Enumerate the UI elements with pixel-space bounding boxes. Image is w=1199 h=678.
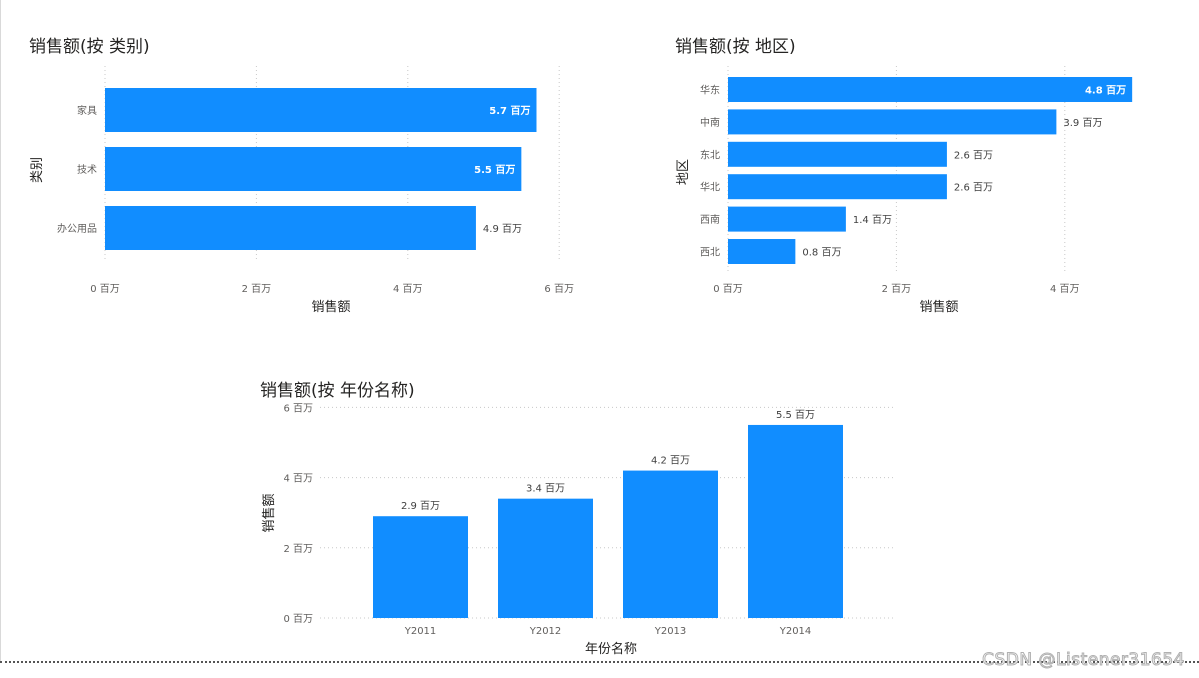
category-label: 办公用品 — [57, 222, 97, 235]
category-label: 西北 — [700, 247, 720, 259]
chart-title: 销售额(按 地区) — [675, 37, 796, 57]
y-axis-title: 地区 — [676, 159, 691, 185]
category-label: Y2011 — [404, 626, 437, 637]
x-axis-title: 销售额 — [919, 299, 958, 315]
data-label: 1.4 百万 — [853, 214, 892, 226]
bar — [728, 239, 796, 264]
category-label: 中南 — [700, 116, 720, 129]
bar — [105, 206, 476, 250]
bar — [498, 498, 593, 618]
x-tick-label: 2 百万 — [882, 283, 912, 295]
y-axis-title: 销售额 — [261, 493, 277, 532]
left-border — [0, 0, 1, 662]
bar — [728, 109, 1057, 135]
bar — [105, 147, 522, 191]
watermark: CSDN @Listener31654 — [982, 650, 1185, 671]
x-tick-label: 6 百万 — [544, 283, 574, 295]
x-tick-label: 4 百万 — [393, 283, 423, 295]
x-axis-title: 销售额 — [311, 299, 350, 315]
category-label: Y2012 — [529, 626, 562, 637]
category-label: 技术 — [77, 163, 97, 176]
y-tick-label: 0 百万 — [283, 613, 313, 625]
category-label: 华东 — [700, 84, 720, 97]
chart-title: 销售额(按 类别) — [29, 37, 150, 57]
x-tick-label: 2 百万 — [242, 283, 272, 295]
y-axis-title: 类别 — [30, 157, 45, 183]
data-label: 5.7 百万 — [489, 105, 530, 117]
data-label: 4.2 百万 — [651, 455, 690, 467]
data-label: 3.4 百万 — [526, 483, 565, 495]
category-label: Y2014 — [779, 626, 812, 637]
x-tick-label: 4 百万 — [1050, 283, 1080, 295]
bar — [623, 470, 718, 618]
chart-sales-by-year[interactable]: 销售额(按 年份名称) 2.9 百万 3.4 百万 4.2 百万 5.5 百万 0 百… — [240, 360, 920, 660]
page-divider — [0, 661, 1199, 663]
category-label: 西南 — [700, 213, 720, 226]
bar — [728, 77, 1133, 102]
data-label: 5.5 百万 — [474, 164, 515, 176]
data-label: 2.6 百万 — [954, 149, 993, 161]
chart-sales-by-region[interactable]: 销售额(按 地区) 4.8 百万 3.9 百万 2.6 百万 2.6 百万 1.4 百万… — [600, 0, 1160, 330]
y-tick-label: 4 百万 — [283, 473, 313, 485]
data-label: 5.5 百万 — [776, 409, 815, 421]
bar — [105, 88, 537, 132]
bar — [373, 516, 468, 618]
chart-sales-by-category[interactable]: 销售额(按 类别) 5.7 百万 5.5 百万 4.9 百万 0 百万 2 百万 4 百… — [0, 0, 600, 330]
x-axis-title: 年份名称 — [585, 641, 637, 657]
y-tick-label: 2 百万 — [283, 543, 313, 555]
data-label: 0.8 百万 — [802, 247, 841, 259]
y-tick-label: 6 百万 — [283, 402, 313, 414]
data-label: 2.6 百万 — [954, 182, 993, 194]
category-label: Y2013 — [654, 626, 687, 637]
bar — [728, 174, 947, 200]
data-label: 4.9 百万 — [483, 223, 522, 235]
bar — [728, 141, 947, 167]
data-label: 4.8 百万 — [1085, 85, 1126, 97]
bar — [728, 206, 846, 232]
category-label: 家具 — [77, 104, 97, 117]
x-tick-label: 0 百万 — [90, 283, 120, 295]
chart-title: 销售额(按 年份名称) — [260, 381, 415, 401]
data-label: 3.9 百万 — [1063, 117, 1102, 129]
data-label: 2.9 百万 — [401, 500, 440, 512]
bar — [748, 424, 843, 618]
x-tick-label: 0 百万 — [713, 283, 743, 295]
category-label: 东北 — [700, 148, 720, 161]
category-label: 华北 — [700, 181, 720, 194]
